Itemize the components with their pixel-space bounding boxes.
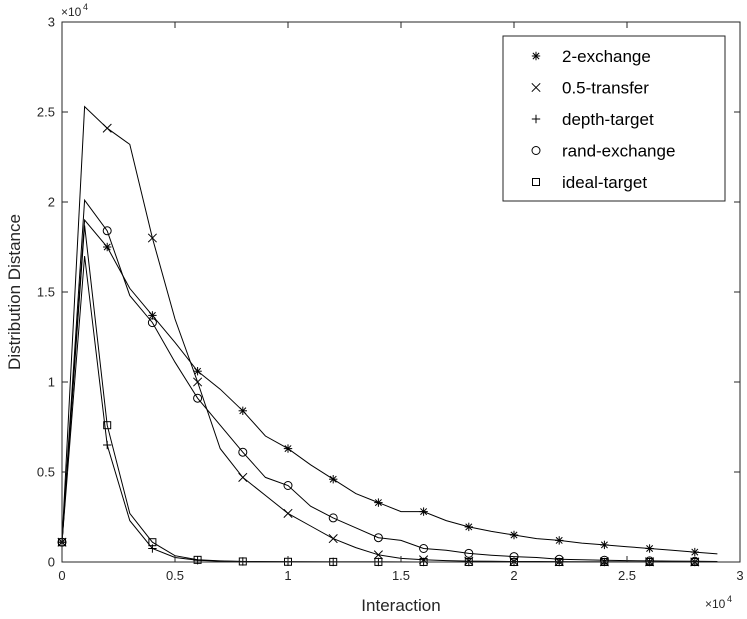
data-point-rand-exchange	[102, 226, 112, 236]
legend: 2-exchange 0.5-transfer depth-target rand-e…	[502, 35, 726, 202]
x-tick-label: 1.5	[392, 568, 410, 583]
data-point-rand-exchange	[147, 318, 157, 328]
legend-label: 2-exchange	[562, 47, 651, 66]
data-point-2-exchange	[555, 536, 564, 545]
data-point-rand-exchange	[193, 393, 203, 403]
data-point-2-exchange	[238, 406, 247, 415]
x-tick-label: 2.5	[618, 568, 636, 583]
x-axis-label: Interaction	[361, 596, 440, 615]
y-tick-label: 3	[48, 15, 55, 30]
data-point-2-exchange	[103, 242, 112, 252]
x-tick-label: 1	[284, 568, 291, 583]
data-point-0.5-transfer	[283, 508, 293, 518]
y-axis: 0 0.5 1 1.5 2 2.5 3	[37, 15, 740, 570]
x-multiplier-exponent: 4	[727, 594, 732, 604]
data-point-ideal-target	[193, 555, 202, 564]
data-point-rand-exchange	[328, 513, 338, 523]
x-tick-label: 0	[58, 568, 65, 583]
data-point-depth-target	[103, 440, 112, 450]
x-tick-label: 2	[510, 568, 517, 583]
x-tick-label: 0.5	[166, 568, 184, 583]
legend-marker-ideal-target	[532, 178, 540, 186]
y-tick-label: 0.5	[37, 465, 55, 480]
data-point-0.5-transfer	[238, 472, 248, 482]
data-point-2-exchange	[193, 367, 202, 376]
data-point-2-exchange	[645, 544, 654, 553]
data-point-2-exchange	[419, 507, 428, 516]
data-point-0.5-transfer	[147, 233, 157, 243]
legend-marker-2-exchange	[531, 51, 541, 61]
legend-entry-rand-exchange: rand-exchange	[531, 142, 675, 161]
data-point-rand-exchange	[238, 447, 248, 457]
y-multiplier-exponent: 4	[83, 2, 88, 12]
legend-label: rand-exchange	[562, 142, 675, 161]
data-point-rand-exchange	[419, 544, 429, 553]
legend-marker-rand-exchange	[531, 146, 541, 155]
legend-entry-0.5-transfer: 0.5-transfer	[531, 79, 649, 98]
y-axis-label: Distribution Distance	[5, 214, 24, 370]
y-tick-label: 0	[48, 555, 55, 570]
y-tick-label: 2.5	[37, 105, 55, 120]
legend-label: 0.5-transfer	[562, 79, 649, 98]
data-point-ideal-target	[238, 557, 247, 566]
data-point-0.5-transfer	[328, 534, 338, 544]
data-point-2-exchange	[283, 444, 293, 453]
y-multiplier-base: ×10	[61, 5, 82, 19]
data-point-rand-exchange	[373, 533, 383, 543]
y-tick-label: 2	[48, 195, 55, 210]
data-point-2-exchange	[690, 547, 699, 557]
x-axis-multiplier: ×10 4	[705, 594, 732, 611]
legend-entry-depth-target: depth-target	[531, 110, 654, 129]
y-tick-label: 1	[48, 375, 55, 390]
data-point-ideal-target	[103, 421, 112, 430]
y-tick-label: 1.5	[37, 285, 55, 300]
y-axis-multiplier: ×10 4	[61, 2, 88, 19]
data-point-0.5-transfer	[373, 550, 383, 560]
data-point-2-exchange	[464, 522, 473, 532]
data-point-2-exchange	[329, 475, 338, 484]
x-tick-label: 3	[736, 568, 743, 583]
legend-entry-2-exchange: 2-exchange	[531, 47, 651, 66]
legend-marker-0.5-transfer	[531, 82, 541, 93]
legend-entry-ideal-target: ideal-target	[532, 173, 647, 192]
data-point-0.5-transfer	[102, 123, 112, 133]
x-axis: 0 0.5 1 1.5 2 2.5 3	[58, 22, 744, 583]
data-point-0.5-transfer	[193, 377, 203, 387]
data-point-2-exchange	[509, 530, 519, 540]
x-multiplier-base: ×10	[705, 597, 726, 611]
data-point-2-exchange	[374, 498, 383, 507]
data-point-2-exchange	[600, 540, 609, 550]
legend-marker-depth-target	[531, 114, 541, 124]
data-point-rand-exchange	[464, 548, 474, 558]
data-point-rand-exchange	[283, 481, 293, 490]
legend-label: depth-target	[562, 110, 654, 129]
series-2-exchange	[57, 218, 718, 557]
data-point-ideal-target	[148, 538, 157, 547]
legend-label: ideal-target	[562, 173, 647, 192]
